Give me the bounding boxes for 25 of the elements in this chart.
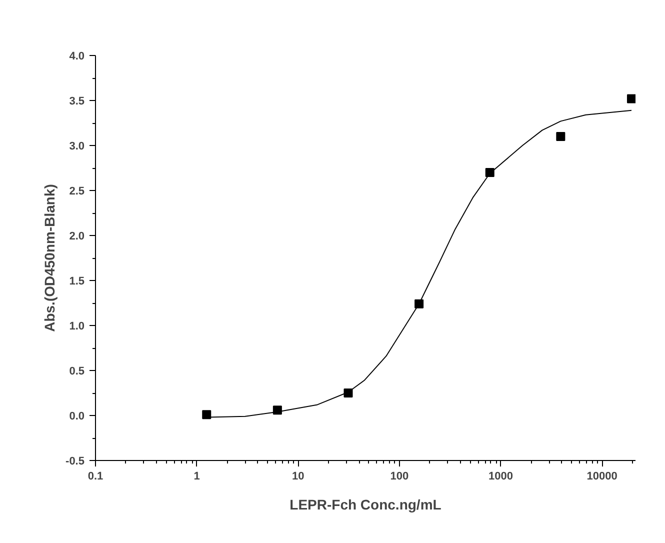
x-tick-label: 10 [292,470,304,482]
y-tick-label: 0.0 [69,410,85,422]
point [272,406,282,415]
point [485,168,494,177]
x-tick-label: 100 [390,470,409,482]
x-tick-label: 0.1 [88,470,104,482]
y-tick-label: 4.0 [69,50,85,62]
y-tick-label: 3.0 [69,140,85,152]
y-tick-label: 2.0 [69,230,85,242]
point [344,388,353,398]
point [626,94,636,104]
x-tick-label: 1 [194,470,200,482]
point [556,132,566,141]
point [414,299,424,308]
y-tick-label: 1.0 [69,320,85,332]
x-tick-label: 1000 [488,470,513,482]
y-tick-label: 0.5 [69,366,85,378]
y-tick-label: 2.5 [69,186,85,198]
y-axis-title: Abs.(OD450nm-Blank) [42,184,58,332]
y-tick-label: 1.5 [69,276,85,288]
x-axis-title: LEPR-Fch Conc.ng/mL [290,496,442,512]
point [202,410,212,420]
y-tick-label: 3.5 [69,96,85,108]
y-tick-label: -0.5 [66,456,85,468]
x-tick-label: 10000 [586,470,618,482]
